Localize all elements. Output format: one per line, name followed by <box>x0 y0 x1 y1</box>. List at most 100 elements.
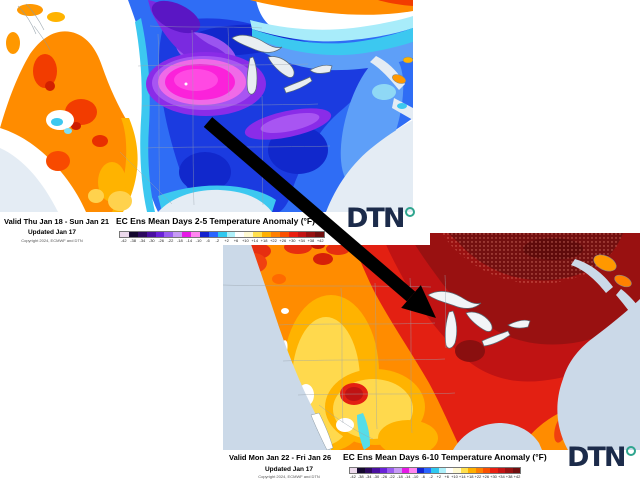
maritime-islands <box>392 56 413 109</box>
colorbar-segment <box>431 468 439 473</box>
colorbar-segment <box>386 468 395 473</box>
colorbar-segment <box>288 232 298 237</box>
colorbar-tick-labels: -42 -38 -34 -30 -26 -22 -18 -14 -10 -6 -2 +2 +6 +10 +1… <box>349 475 521 479</box>
colorbar-segment <box>306 232 316 237</box>
colorbar-segment <box>191 232 200 237</box>
colorbar-segment <box>446 468 454 473</box>
colorbar-segment <box>253 232 262 237</box>
colorbar-segment <box>208 232 218 237</box>
colorbar-tick: -34 <box>139 238 146 243</box>
colorbar-tick: -34 <box>365 474 372 479</box>
valid-range-label: Valid Mon Jan 22 - Fri Jan 26 <box>229 453 332 462</box>
colorbar-tick: +10 <box>241 238 249 243</box>
colorbar-tick: +30 <box>490 474 497 479</box>
colorbar-tick: +26 <box>482 474 490 479</box>
great-lakes <box>427 291 531 349</box>
colorbar-tick: -18 <box>396 474 403 479</box>
dtn-degree-ring-icon <box>405 207 416 217</box>
colorbar-segment <box>226 232 236 237</box>
colorbar-segment <box>173 232 183 237</box>
colorbar-tick: -22 <box>389 474 395 479</box>
anomaly-colorbar: -42 -38 -34 -30 -26 -22 -18 -14 -10 -6 -2 +2 +6 +10 +1… <box>349 467 521 479</box>
colorbar-tick: -2 <box>429 474 433 479</box>
great-lakes <box>231 34 333 95</box>
stipple-shading <box>418 233 623 284</box>
colorbar-swatches <box>119 231 325 238</box>
colorbar-tick: -30 <box>148 238 155 243</box>
dtn-logo: DTN <box>346 205 416 232</box>
updated-label: Updated Jan 17 <box>264 466 314 473</box>
colorbar-tick: +42 <box>513 474 521 479</box>
colorbar-tick: +10 <box>451 474 458 479</box>
colorbar-segment <box>146 232 156 237</box>
days-6-10-anomaly-map <box>223 233 640 450</box>
valid-range-label: Valid Thu Jan 18 - Sun Jan 21 <box>4 217 110 226</box>
copyright-label: Copyright 2024, ECMWF and DTN <box>258 474 320 479</box>
colorbar-tick: -26 <box>158 238 164 243</box>
dtn-degree-ring-icon <box>626 446 637 456</box>
colorbar-tick: -6 <box>421 474 425 479</box>
colorbar-tick: +42 <box>316 238 324 243</box>
colorbar-tick: -38 <box>130 238 136 243</box>
colorbar-tick: +38 <box>505 474 513 479</box>
colorbar-segment <box>244 232 254 237</box>
colorbar-segment <box>497 468 506 473</box>
colorbar-tick: -42 <box>350 474 356 479</box>
colorbar-segment <box>164 232 174 237</box>
colorbar-segment <box>182 232 191 237</box>
map-title: EC Ens Mean Days 6-10 Temperature Anomal… <box>343 452 547 462</box>
colorbar-tick: -38 <box>357 474 364 479</box>
colorbar-segment <box>315 232 325 237</box>
colorbar-tick: +14 <box>251 238 259 243</box>
colorbar-tick: +18 <box>466 474 474 479</box>
anomaly-colorbar: -42 -38 -34 -30 -26 -22 -18 -14 -10 -6 -2 +2 +6 +10 +1… <box>119 231 325 243</box>
colorbar-segment <box>120 232 129 237</box>
copyright-label: Copyright 2024, ECMWF and DTN <box>21 238 83 243</box>
baja-peninsula <box>310 412 334 450</box>
colorbar-tick: +34 <box>298 238 305 243</box>
colorbar-segment <box>505 468 513 473</box>
colorbar-tick: -14 <box>404 474 411 479</box>
colorbar-segment <box>475 468 484 473</box>
colorbar-tick: -18 <box>176 238 183 243</box>
colorbar-segment <box>262 232 271 237</box>
days-6-10-map-panel: Valid Mon Jan 22 - Fri Jan 26 EC Ens Mea… <box>223 233 640 480</box>
days-2-5-map-panel: Valid Thu Jan 18 - Sun Jan 21 EC Ens Mea… <box>0 0 430 245</box>
colorbar-segment <box>468 468 476 473</box>
colorbar-segment <box>270 232 280 237</box>
colorbar-segment <box>416 468 424 473</box>
bc-coastline <box>17 3 51 51</box>
dtn-logo: DTN <box>567 444 637 471</box>
colorbar-tick: -14 <box>186 238 193 243</box>
colorbar-tick: -30 <box>373 474 380 479</box>
colorbar-tick: -10 <box>195 238 202 243</box>
colorbar-segment <box>460 468 469 473</box>
colorbar-tick: +22 <box>474 474 482 479</box>
colorbar-segment <box>364 468 373 473</box>
colorbar-tick: -22 <box>167 238 174 243</box>
colorbar-segment <box>155 232 165 237</box>
colorbar-tick: +6 <box>444 474 449 479</box>
colorbar-tick: -2 <box>215 238 220 243</box>
colorbar-segment <box>483 468 491 473</box>
updated-label: Updated Jan 17 <box>27 229 77 236</box>
colorbar-segment <box>394 468 402 473</box>
map-title: EC Ens Mean Days 2-5 Temperature Anomaly… <box>116 216 315 226</box>
colorbar-swatches <box>349 467 521 474</box>
magenta-cold-core <box>146 52 266 116</box>
maritime-warm-islands <box>593 254 632 288</box>
colorbar-segment <box>279 232 289 237</box>
colorbar-segment <box>379 468 387 473</box>
colorbar-segment <box>128 232 138 237</box>
colorbar-segment <box>490 468 498 473</box>
colorbar-segment <box>199 232 209 237</box>
colorbar-tick: -6 <box>206 238 210 243</box>
colorbar-segment <box>350 468 358 473</box>
colorbar-tick: -10 <box>412 474 419 479</box>
colorbar-segment <box>137 232 147 237</box>
colorbar-segment <box>217 232 227 237</box>
warm-west-fields <box>0 4 138 212</box>
colorbar-tick: +6 <box>233 238 239 243</box>
colorbar-segment <box>357 468 365 473</box>
